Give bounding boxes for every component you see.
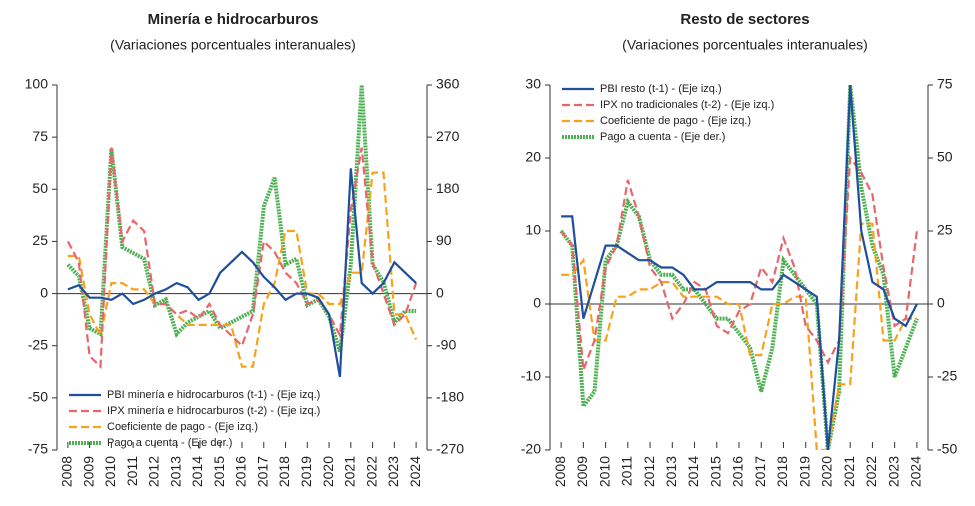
x-tick-label: 2014: [189, 456, 205, 487]
x-tick-label: 2021: [841, 456, 857, 487]
y2-tick-label: 0: [937, 295, 945, 311]
legend-label: PBI minería e hidrocarburos (t-1) - (Eje…: [107, 389, 320, 401]
x-tick-label: 2013: [167, 456, 183, 487]
x-tick-label: 2015: [211, 456, 227, 487]
y-tick-label: 100: [25, 76, 49, 92]
legend-label: Coeficiente de pago - (Eje izq.): [107, 421, 258, 433]
chart-subtitle: (Variaciones porcentuales interanuales): [622, 37, 868, 53]
series-line: [561, 222, 917, 450]
y2-tick-label: 180: [436, 180, 460, 196]
y-tick-label: 20: [525, 149, 541, 165]
legend-label: Pago a cuenta - (Eje der.): [107, 437, 232, 449]
x-tick-label: 2015: [707, 456, 723, 487]
panel: Minería e hidrocarburos (Variaciones porc…: [25, 11, 465, 487]
y-tick-label: 25: [32, 232, 48, 248]
x-tick-label: 2012: [641, 456, 657, 487]
y-tick-label: -75: [28, 441, 48, 457]
series-line: [560, 154, 918, 371]
series-line: [66, 147, 418, 370]
y2-tick-label: 50: [937, 149, 953, 165]
series-line: [66, 85, 417, 353]
x-tick-label: 2013: [663, 456, 679, 487]
chart-subtitle: (Variaciones porcentuales interanuales): [110, 37, 356, 53]
x-tick-label: 2023: [885, 456, 901, 487]
y2-tick-label: 0: [436, 284, 444, 300]
x-tick-label: 2010: [102, 456, 118, 487]
legend-label: IPX no tradicionales (t-2) - (Eje izq.): [600, 99, 774, 111]
x-tick-label: 2020: [320, 456, 336, 487]
x-tick-label: 2012: [146, 456, 162, 487]
y-tick-label: 0: [533, 295, 541, 311]
x-tick-label: 2010: [596, 456, 612, 487]
y2-tick-label: -25: [937, 368, 957, 384]
y2-tick-label: 75: [937, 76, 953, 92]
panel: Resto de sectores (Variaciones porcentual…: [521, 11, 958, 487]
x-tick-label: 2022: [363, 456, 379, 487]
x-tick-label: 2019: [298, 456, 314, 487]
y2-tick-label: 360: [436, 76, 460, 92]
y2-tick-label: 90: [436, 232, 452, 248]
x-tick-label: 2009: [80, 456, 96, 487]
x-tick-label: 2021: [342, 456, 358, 487]
x-tick-label: 2019: [796, 456, 812, 487]
x-tick-label: 2024: [908, 456, 924, 487]
y-tick-label: 75: [32, 128, 48, 144]
x-tick-label: 2016: [730, 456, 746, 487]
y-tick-label: 50: [32, 180, 48, 196]
series-line: [67, 171, 418, 368]
x-tick-label: 2008: [59, 456, 75, 487]
legend-label: PBI resto (t-1) - (Eje izq.): [600, 83, 722, 95]
x-tick-label: 2022: [863, 456, 879, 487]
y-tick-label: 30: [525, 76, 541, 92]
y-tick-label: -10: [521, 368, 541, 384]
x-tick-label: 2008: [552, 456, 568, 487]
y-tick-label: -20: [521, 441, 541, 457]
y2-tick-label: -270: [436, 441, 464, 457]
y-tick-label: 0: [40, 284, 48, 300]
y-tick-label: 10: [525, 222, 541, 238]
x-tick-label: 2024: [407, 456, 423, 487]
series-line: [67, 168, 417, 378]
y2-tick-label: 270: [436, 128, 460, 144]
series-line: [561, 85, 918, 450]
x-tick-label: 2011: [124, 456, 140, 486]
legend-label: Coeficiente de pago - (Eje izq.): [600, 115, 751, 127]
legend-label: Pago a cuenta - (Eje der.): [600, 131, 725, 143]
x-tick-label: 2023: [385, 456, 401, 487]
chart-title: Minería e hidrocarburos: [148, 11, 319, 28]
y-tick-label: -25: [28, 336, 48, 352]
legend-label: IPX minería e hidrocarburos (t-2) - (Eje…: [107, 405, 320, 417]
x-tick-label: 2011: [619, 456, 635, 486]
y-tick-label: -50: [28, 389, 48, 405]
x-tick-label: 2009: [574, 456, 590, 487]
x-tick-label: 2017: [254, 456, 270, 487]
x-tick-label: 2017: [752, 456, 768, 487]
x-tick-label: 2018: [774, 456, 790, 487]
series-line: [559, 85, 919, 450]
y2-tick-label: 25: [937, 222, 953, 238]
chart-title: Resto de sectores: [680, 11, 809, 28]
y2-tick-label: -90: [436, 336, 456, 352]
y2-tick-label: -50: [937, 441, 957, 457]
x-tick-label: 2016: [233, 456, 249, 487]
x-tick-label: 2020: [819, 456, 835, 487]
y2-tick-label: -180: [436, 389, 464, 405]
x-tick-label: 2018: [276, 456, 292, 487]
x-tick-label: 2014: [685, 456, 701, 487]
